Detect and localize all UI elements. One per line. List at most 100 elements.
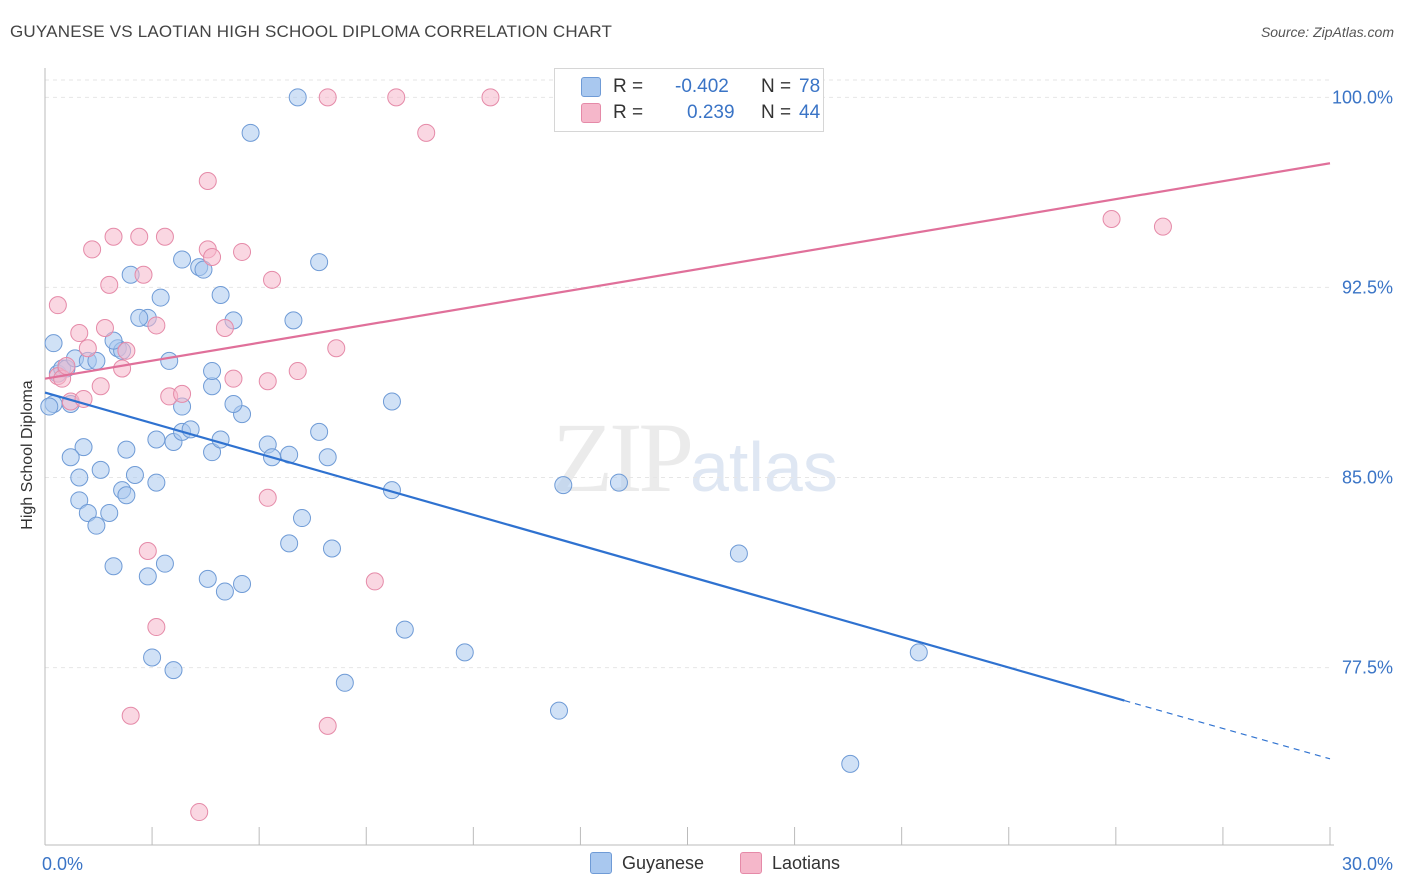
guyanese-point-66: [293, 509, 311, 528]
guyanese-point-20: [100, 503, 119, 522]
laotians-point-43: [1153, 217, 1172, 236]
laotians-point-0: [48, 296, 67, 315]
laotians-point-15: [130, 227, 149, 246]
guyanese-point-16: [117, 440, 136, 459]
y-tick-label-0: 100.0%: [1332, 87, 1393, 107]
guyanese-point-74: [729, 544, 748, 563]
laotians-trendline: [44, 162, 1331, 380]
guyanese-point-22: [117, 486, 136, 505]
guyanese-point-15: [91, 460, 110, 479]
guyanese-point-70: [143, 648, 162, 667]
guyanese-point-55: [382, 392, 401, 411]
guyanese-point-77: [40, 397, 59, 416]
guyanese-point-24: [147, 473, 166, 492]
guyanese-point-41: [160, 351, 179, 370]
guyanese-point-11: [104, 331, 123, 350]
guyanese-point-73: [550, 701, 568, 720]
guyanese-r-value: -0.402: [675, 76, 729, 97]
laotians-point-23: [198, 171, 217, 190]
guyanese-point-57: [554, 476, 573, 495]
laotians-point-22: [203, 248, 222, 267]
guyanese-point-60: [138, 567, 157, 586]
guyanese-point-12: [74, 438, 93, 457]
guyanese-point-17: [70, 491, 89, 510]
guyanese-point-30: [203, 443, 222, 462]
guyanese-swatch: [581, 77, 601, 97]
laotians-point-12: [83, 240, 102, 259]
guyanese-point-69: [455, 643, 474, 662]
guyanese-trendline-extension: [1124, 699, 1331, 760]
laotians-point-37: [147, 618, 166, 637]
laotians-point-40: [318, 716, 337, 735]
guyanese-point-52: [310, 253, 329, 272]
laotians-n-value: 44: [799, 102, 821, 123]
laotians-point-14: [117, 341, 136, 360]
laotians-point-8: [91, 377, 110, 396]
guyanese-point-59: [104, 557, 123, 576]
guyanese-point-25: [147, 430, 166, 449]
legend-guyanese-swatch: [590, 852, 612, 874]
watermark-zip: ZIP: [552, 402, 694, 513]
laotians-point-42: [1102, 209, 1121, 228]
laotians-r-label: R =: [613, 102, 644, 123]
laotians-point-36: [138, 542, 157, 561]
legend-guyanese-label: Guyanese: [622, 852, 705, 873]
laotians-point-27: [258, 372, 277, 391]
guyanese-point-64: [233, 574, 252, 593]
laotians-point-33: [417, 123, 436, 142]
guyanese-point-61: [155, 554, 174, 573]
laotians-point-16: [134, 265, 153, 284]
laotians-point-18: [155, 227, 174, 246]
guyanese-point-65: [280, 534, 299, 553]
guyanese-point-13: [61, 448, 80, 467]
laotians-point-35: [258, 488, 277, 507]
laotians-point-32: [387, 88, 406, 107]
guyanese-n-value: 78: [799, 76, 821, 97]
guyanese-n-label: N =: [761, 76, 792, 97]
guyanese-point-37: [318, 448, 337, 467]
laotians-swatch: [581, 103, 601, 123]
legend-item-laotians: Laotians: [740, 852, 840, 874]
laotians-point-4: [70, 324, 89, 343]
guyanese-point-0: [44, 334, 63, 353]
guyanese-r-label: R =: [613, 76, 644, 97]
laotians-point-31: [318, 88, 337, 107]
laotians-point-11: [104, 227, 123, 246]
guyanese-point-58: [609, 473, 628, 492]
guyanese-point-19: [87, 516, 106, 535]
stats-legend: R = -0.402 N = 78 R = 0.239 N = 44: [554, 68, 824, 132]
laotians-point-34: [481, 88, 500, 107]
laotians-point-26: [233, 242, 252, 261]
guyanese-point-53: [241, 123, 260, 142]
laotians-point-9: [95, 318, 114, 337]
laotians-point-17: [147, 316, 166, 335]
guyanese-point-45: [151, 288, 170, 307]
laotians-point-3: [57, 356, 76, 375]
guyanese-point-43: [130, 308, 149, 327]
x-tick-label-0: 0.0%: [42, 854, 83, 874]
guyanese-point-23: [125, 465, 144, 484]
laotians-point-10: [100, 275, 119, 294]
guyanese-point-39: [203, 377, 222, 396]
guyanese-point-63: [215, 582, 234, 601]
laotians-point-20: [173, 384, 192, 403]
guyanese-point-40: [203, 362, 222, 381]
legend-laotians-swatch: [740, 852, 762, 874]
guyanese-point-51: [284, 311, 303, 330]
guyanese-point-18: [78, 503, 97, 522]
guyanese-trendline: [44, 391, 1125, 702]
guyanese-point-76: [841, 754, 860, 773]
y-tick-label-3: 77.5%: [1342, 658, 1393, 678]
laotians-point-39: [121, 706, 140, 725]
guyanese-point-38: [224, 395, 243, 414]
watermark: ZIPatlas: [552, 400, 838, 515]
laotians-point-30: [327, 339, 346, 358]
laotians-n-label: N =: [761, 102, 792, 123]
guyanese-point-54: [288, 88, 307, 107]
y-tick-label-1: 92.5%: [1342, 277, 1393, 297]
laotians-point-13: [113, 359, 132, 378]
guyanese-point-14: [70, 468, 89, 487]
watermark-atlas: atlas: [690, 428, 838, 506]
chart-title: GUYANESE VS LAOTIAN HIGH SCHOOL DIPLOMA …: [10, 22, 613, 41]
guyanese-point-75: [909, 643, 928, 662]
